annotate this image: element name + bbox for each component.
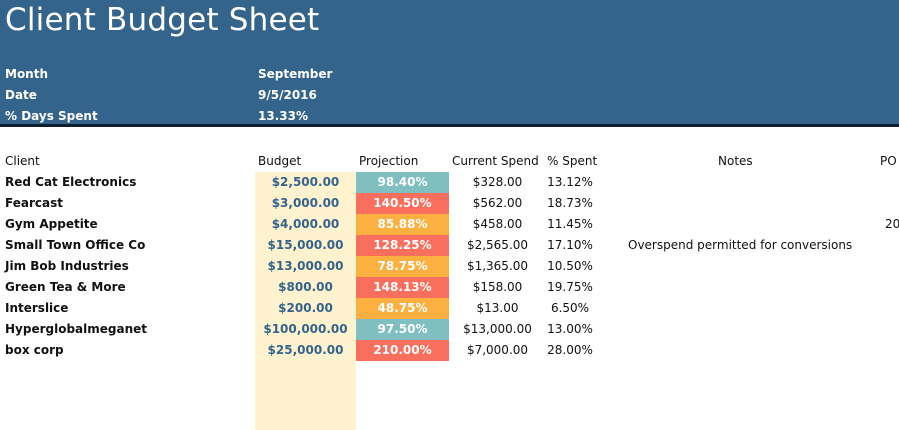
- pct-spent-cell[interactable]: 11.45%: [547, 217, 593, 231]
- current-spend-cell[interactable]: $458.00: [472, 217, 523, 231]
- client-name-cell[interactable]: Hyperglobalmeganet: [5, 322, 148, 336]
- date-value[interactable]: 9/5/2016: [258, 88, 317, 102]
- pct-spent-cell[interactable]: 10.50%: [547, 259, 593, 273]
- column-header-notes[interactable]: Notes: [718, 154, 753, 168]
- table-row: Green Tea & More $800.00 148.13% $158.00…: [0, 277, 899, 298]
- client-name-cell[interactable]: Small Town Office Co: [5, 238, 146, 252]
- budget-column-highlight: [255, 172, 356, 430]
- table-row: Interslice $200.00 48.75% $13.00 6.50%: [0, 298, 899, 319]
- month-label[interactable]: Month: [5, 67, 49, 81]
- pct-spent-cell[interactable]: 13.00%: [547, 322, 593, 336]
- current-spend-cell[interactable]: $2,565.00: [466, 238, 529, 252]
- column-header-pct-spent[interactable]: % Spent: [547, 154, 598, 168]
- sheet-header: Client Budget Sheet Month September Date…: [0, 0, 899, 127]
- projection-cell[interactable]: 98.40%: [356, 172, 449, 193]
- notes-cell[interactable]: Overspend permitted for conversions: [628, 238, 853, 252]
- budget-cell[interactable]: $800.00: [278, 280, 333, 294]
- days-spent-value[interactable]: 13.33%: [258, 109, 308, 123]
- projection-cell[interactable]: 97.50%: [356, 319, 449, 340]
- client-name-cell[interactable]: Gym Appetite: [5, 217, 98, 231]
- pct-spent-cell[interactable]: 17.10%: [547, 238, 593, 252]
- pct-spent-cell[interactable]: 19.75%: [547, 280, 593, 294]
- budget-cell[interactable]: $2,500.00: [271, 175, 340, 189]
- current-spend-cell[interactable]: $1,365.00: [466, 259, 529, 273]
- column-header-current-spend[interactable]: Current Spend: [452, 154, 539, 168]
- current-spend-cell[interactable]: $7,000.00: [466, 343, 529, 357]
- client-name-cell[interactable]: box corp: [5, 343, 64, 357]
- current-spend-cell[interactable]: $13.00: [476, 301, 519, 315]
- column-header-budget[interactable]: Budget: [258, 154, 302, 168]
- pct-spent-cell[interactable]: 18.73%: [547, 196, 593, 210]
- month-value[interactable]: September: [258, 67, 333, 81]
- projection-cell[interactable]: 85.88%: [356, 214, 449, 235]
- pct-spent-cell[interactable]: 28.00%: [547, 343, 593, 357]
- client-name-cell[interactable]: Green Tea & More: [5, 280, 126, 294]
- pct-spent-cell[interactable]: 13.12%: [547, 175, 593, 189]
- budget-cell[interactable]: $3,000.00: [271, 196, 340, 210]
- current-spend-cell[interactable]: $158.00: [472, 280, 523, 294]
- table-row: Small Town Office Co $15,000.00 128.25% …: [0, 235, 899, 256]
- current-spend-cell[interactable]: $13,000.00: [463, 322, 532, 336]
- table-row: Hyperglobalmeganet $100,000.00 97.50% $1…: [0, 319, 899, 340]
- budget-cell[interactable]: $15,000.00: [267, 238, 344, 252]
- budget-cell[interactable]: $25,000.00: [267, 343, 344, 357]
- projection-cell[interactable]: 48.75%: [356, 298, 449, 319]
- projection-cell[interactable]: 148.13%: [356, 277, 449, 298]
- budget-cell[interactable]: $100,000.00: [263, 322, 348, 336]
- client-name-cell[interactable]: Red Cat Electronics: [5, 175, 137, 189]
- current-spend-cell[interactable]: $328.00: [472, 175, 523, 189]
- projection-cell[interactable]: 128.25%: [356, 235, 449, 256]
- pct-spent-cell[interactable]: 6.50%: [550, 301, 590, 315]
- projection-cell[interactable]: 78.75%: [356, 256, 449, 277]
- days-spent-label[interactable]: % Days Spent: [5, 109, 98, 123]
- sheet-title[interactable]: Client Budget Sheet: [5, 2, 320, 38]
- column-header-projection[interactable]: Projection: [359, 154, 419, 168]
- table-row: box corp $25,000.00 210.00% $7,000.00 28…: [0, 340, 899, 361]
- budget-cell[interactable]: $13,000.00: [267, 259, 344, 273]
- budget-cell[interactable]: $200.00: [278, 301, 333, 315]
- table-row: Jim Bob Industries $13,000.00 78.75% $1,…: [0, 256, 899, 277]
- current-spend-cell[interactable]: $562.00: [472, 196, 523, 210]
- client-name-cell[interactable]: Interslice: [5, 301, 69, 315]
- client-name-cell[interactable]: Fearcast: [5, 196, 63, 210]
- projection-cell[interactable]: 210.00%: [356, 340, 449, 361]
- po-cell[interactable]: 20: [885, 217, 899, 231]
- date-label[interactable]: Date: [5, 88, 37, 102]
- table-row: Fearcast $3,000.00 140.50% $562.00 18.73…: [0, 193, 899, 214]
- table-row: Red Cat Electronics $2,500.00 98.40% $32…: [0, 172, 899, 193]
- column-header-po[interactable]: PO: [880, 154, 897, 168]
- table-row: Gym Appetite $4,000.00 85.88% $458.00 11…: [0, 214, 899, 235]
- budget-cell[interactable]: $4,000.00: [271, 217, 340, 231]
- projection-cell[interactable]: 140.50%: [356, 193, 449, 214]
- client-name-cell[interactable]: Jim Bob Industries: [5, 259, 129, 273]
- column-header-client[interactable]: Client: [5, 154, 40, 168]
